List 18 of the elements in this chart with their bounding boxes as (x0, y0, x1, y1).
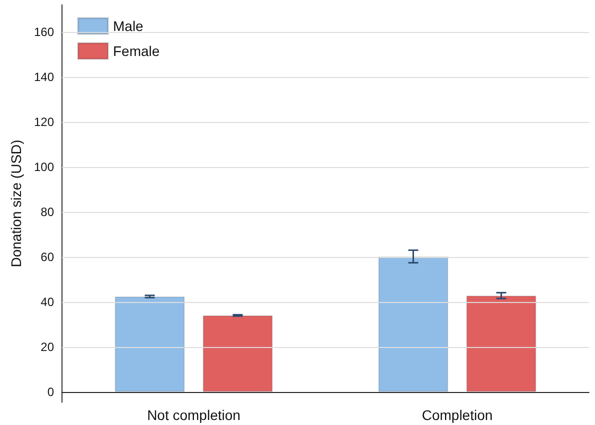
legend-label: Male (113, 18, 144, 34)
y-tick-label: 120 (34, 114, 54, 129)
y-axis-title: Donation size (USD) (8, 140, 24, 268)
x-tick-label: Completion (422, 407, 493, 423)
y-tick-label: 100 (34, 160, 54, 174)
y-tick-label: 140 (34, 70, 54, 84)
y-tick-label: 20 (40, 340, 54, 354)
bar (378, 256, 448, 392)
y-tick-label: 0 (47, 384, 54, 399)
x-tick-label: Not completion (147, 407, 240, 423)
bar (114, 296, 185, 392)
y-tick-label: 40 (40, 294, 54, 309)
y-tick-label: 160 (34, 24, 54, 39)
bar (202, 315, 273, 392)
y-tick-label: 80 (40, 204, 54, 219)
bar (466, 296, 536, 392)
legend-label: Female (113, 43, 160, 59)
y-tick-label: 60 (40, 250, 54, 264)
